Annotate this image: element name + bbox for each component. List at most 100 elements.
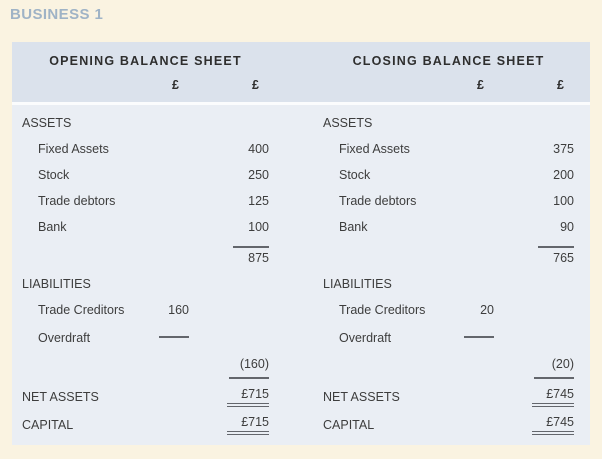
header-separator — [12, 102, 590, 105]
row-label: Stock — [339, 168, 371, 182]
amount-value: 160 — [168, 303, 189, 317]
amount-value: 375 — [553, 142, 574, 156]
table-row: LIABILITIES — [323, 270, 574, 297]
amount-value: £745 — [532, 387, 574, 407]
amount-col2: 90 — [494, 220, 574, 234]
currency-symbol-header: £ — [557, 78, 564, 92]
amount-col1 — [430, 331, 494, 345]
amount-value: 125 — [248, 194, 269, 208]
row-label: Trade Creditors — [339, 303, 426, 317]
row-label: Stock — [38, 168, 70, 182]
row-label: Trade debtors — [339, 194, 417, 208]
amount-value: 90 — [560, 220, 574, 234]
table-row: Stock 250 — [22, 162, 269, 188]
table-row: 765 — [323, 240, 574, 270]
amount-col2: (20) — [494, 357, 574, 379]
amount-col2: £745 — [494, 387, 574, 407]
row-label: NET ASSETS — [22, 390, 99, 404]
amount-col1 — [125, 331, 189, 345]
amount-col2: £715 — [189, 387, 269, 407]
amount-value: 100 — [553, 194, 574, 208]
amount-value: £745 — [532, 415, 574, 435]
amount-value: 250 — [248, 168, 269, 182]
amount-value: 765 — [538, 245, 574, 265]
table-row: 875 — [22, 240, 269, 270]
table-row: Overdraft — [323, 323, 574, 353]
amount-col2: 200 — [494, 168, 574, 182]
row-label: CAPITAL — [323, 418, 375, 432]
row-label: Overdraft — [339, 331, 392, 345]
table-row: Fixed Assets 375 — [323, 136, 574, 162]
closing-sheet-header: CLOSING BALANCE SHEET £ £ — [301, 42, 590, 102]
body-band: ASSETS Fixed Assets 400 Stock 250 Trade debto… — [12, 105, 590, 445]
amount-col2: £745 — [494, 415, 574, 435]
table-row: NET ASSETS £745 — [323, 383, 574, 411]
table-row: (20) — [323, 353, 574, 383]
opening-sheet-body: ASSETS Fixed Assets 400 Stock 250 Trade debto… — [12, 109, 301, 439]
amount-value: (20) — [534, 357, 574, 379]
amount-value: 875 — [233, 245, 269, 265]
table-row: Trade Creditors 20 — [323, 297, 574, 323]
amount-col2: (160) — [189, 357, 269, 379]
row-label: Trade Creditors — [38, 303, 125, 317]
amount-value: 400 — [248, 142, 269, 156]
table-row: CAPITAL £715 — [22, 411, 269, 439]
header-band: OPENING BALANCE SHEET £ £ CLOSING BALANC… — [12, 42, 590, 102]
amount-col2: 100 — [189, 220, 269, 234]
sheet-title: OPENING BALANCE SHEET — [49, 54, 242, 68]
table-row: LIABILITIES — [22, 270, 269, 297]
amount-col2: 875 — [189, 245, 269, 265]
sheet-title: CLOSING BALANCE SHEET — [352, 54, 545, 68]
currency-header-row: £ £ — [22, 78, 269, 92]
table-row: Trade debtors 125 — [22, 188, 269, 214]
row-label: Fixed Assets — [339, 142, 410, 156]
row-label: Fixed Assets — [38, 142, 109, 156]
currency-header-row: £ £ — [323, 78, 574, 92]
table-row: ASSETS — [323, 109, 574, 136]
table-row: Fixed Assets 400 — [22, 136, 269, 162]
currency-symbol-header: £ — [252, 78, 259, 92]
balance-sheet-panel: OPENING BALANCE SHEET £ £ CLOSING BALANC… — [12, 42, 590, 445]
table-row: ASSETS — [22, 109, 269, 136]
table-row: Overdraft — [22, 323, 269, 353]
amount-col2: 100 — [494, 194, 574, 208]
table-row: Bank 100 — [22, 214, 269, 240]
table-row: (160) — [22, 353, 269, 383]
amount-value: 200 — [553, 168, 574, 182]
table-row: Stock 200 — [323, 162, 574, 188]
amount-value: (160) — [229, 357, 269, 379]
row-label: Bank — [38, 220, 67, 234]
amount-value: 100 — [248, 220, 269, 234]
page-title: BUSINESS 1 — [10, 6, 104, 23]
closing-sheet-body: ASSETS Fixed Assets 375 Stock 200 Trade debto… — [301, 109, 590, 439]
amount-value: £715 — [227, 415, 269, 435]
currency-symbol-header: £ — [172, 78, 179, 92]
row-label: Bank — [339, 220, 368, 234]
row-label: ASSETS — [22, 115, 72, 130]
amount-value: £715 — [227, 387, 269, 407]
opening-sheet-header: OPENING BALANCE SHEET £ £ — [12, 42, 301, 102]
table-row: NET ASSETS £715 — [22, 383, 269, 411]
table-row: Trade Creditors 160 — [22, 297, 269, 323]
row-label: LIABILITIES — [22, 276, 91, 291]
table-row: CAPITAL £745 — [323, 411, 574, 439]
table-row: Trade debtors 100 — [323, 188, 574, 214]
amount-col2: 125 — [189, 194, 269, 208]
amount-col2: £715 — [189, 415, 269, 435]
row-label: Trade debtors — [38, 194, 116, 208]
amount-col2: 400 — [189, 142, 269, 156]
amount-value: 20 — [480, 303, 494, 317]
row-label: CAPITAL — [22, 418, 74, 432]
row-label: ASSETS — [323, 115, 373, 130]
currency-symbol-header: £ — [477, 78, 484, 92]
amount-col2: 375 — [494, 142, 574, 156]
amount-col1: 20 — [430, 303, 494, 317]
blank-total-rule — [159, 336, 189, 338]
row-label: LIABILITIES — [323, 276, 392, 291]
blank-total-rule — [464, 336, 494, 338]
amount-col1: 160 — [125, 303, 189, 317]
row-label: Overdraft — [38, 331, 91, 345]
amount-col2: 250 — [189, 168, 269, 182]
amount-col2: 765 — [494, 245, 574, 265]
row-label: NET ASSETS — [323, 390, 400, 404]
